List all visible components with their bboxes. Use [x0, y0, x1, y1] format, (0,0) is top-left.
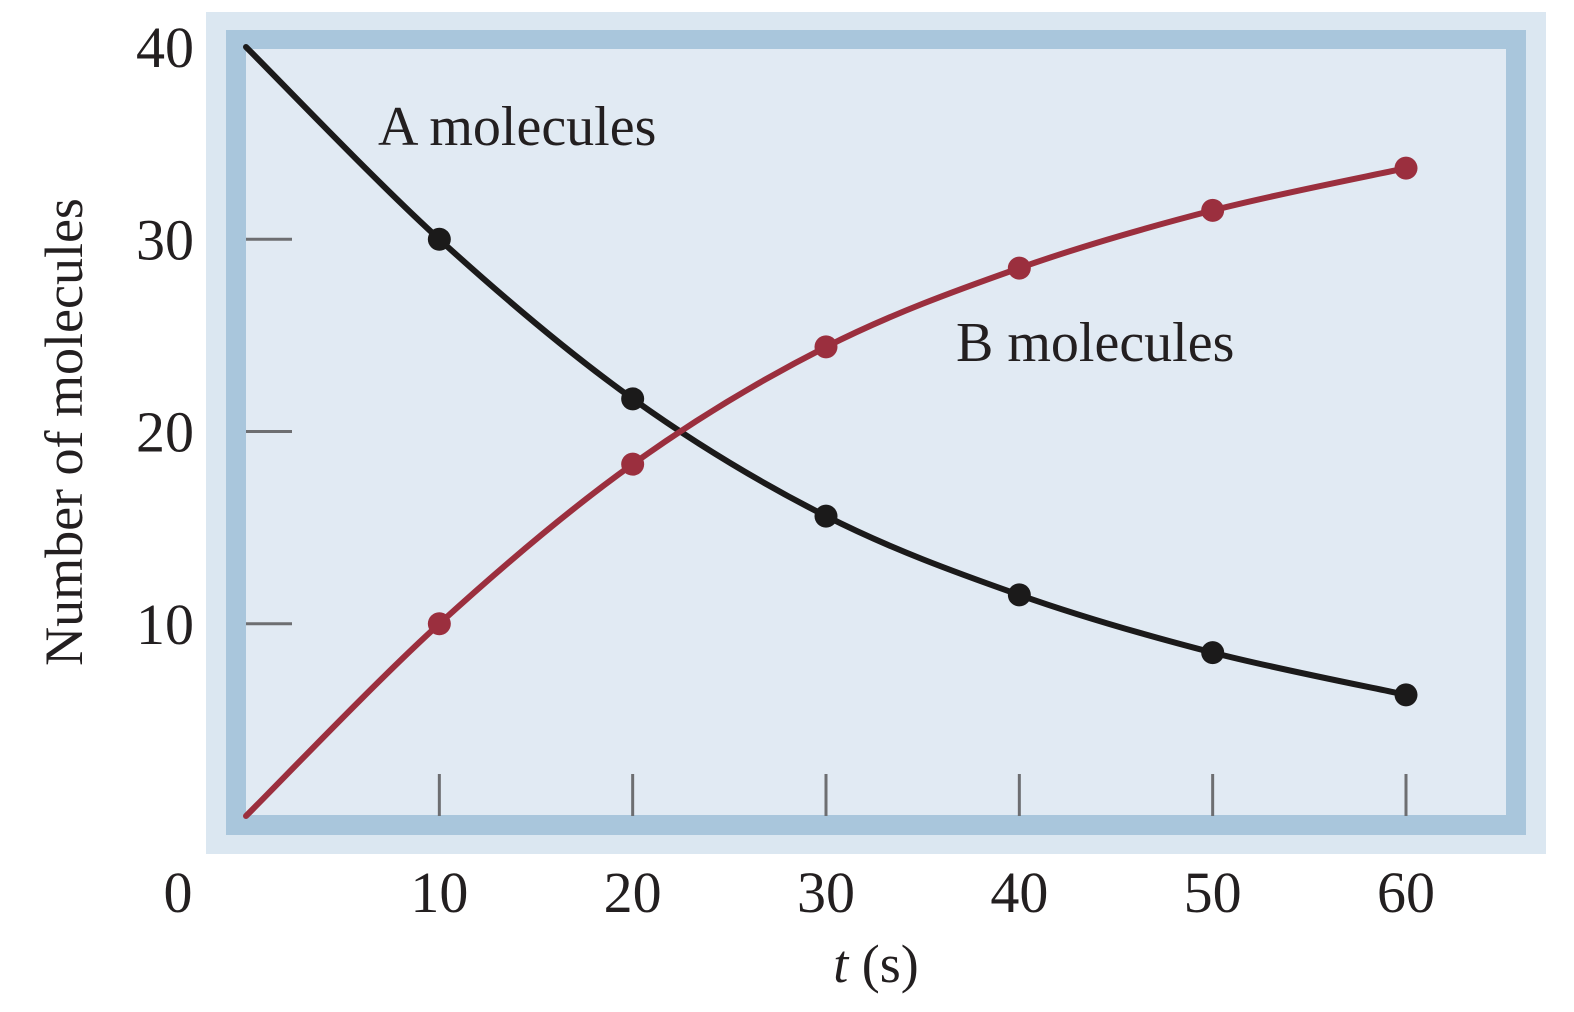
x-tick-label: 10 [410, 860, 468, 925]
x-tick-label: 60 [1377, 860, 1435, 925]
series-layer [243, 44, 1418, 819]
y-tick-label: 30 [136, 207, 194, 272]
x-axis-title-var: t [833, 934, 850, 994]
tick-marks [246, 237, 1408, 816]
data-point-b [1007, 256, 1031, 280]
x-tick-label: 50 [1184, 860, 1242, 925]
data-point-a [621, 387, 645, 411]
data-point-a [427, 227, 451, 251]
data-point-a [1201, 641, 1225, 665]
data-point-b [1394, 156, 1418, 180]
origin-label: 0 [164, 860, 193, 925]
data-point-b [814, 335, 838, 359]
x-tick-label: 40 [990, 860, 1048, 925]
data-point-a [1394, 683, 1418, 707]
data-point-b [427, 612, 451, 636]
y-tick-label: 40 [136, 15, 194, 80]
tick-labels: 10 20 30 40 50 60 10 20 30 40 [136, 15, 1435, 925]
x-tick-label: 20 [604, 860, 662, 925]
y-tick-label: 10 [136, 592, 194, 657]
data-point-a [1007, 583, 1031, 607]
x-axis-title-unit: (s) [848, 934, 918, 994]
y-axis-title: Number of molecules [34, 198, 94, 666]
x-axis-title: t (s) [833, 934, 919, 994]
plot-area [246, 49, 1506, 815]
data-point-b [621, 452, 645, 476]
y-tick-label: 20 [136, 400, 194, 465]
x-tick-label: 30 [797, 860, 855, 925]
series-label-b: B molecules [956, 312, 1234, 374]
data-point-a [814, 504, 838, 528]
data-point-b [1201, 198, 1225, 222]
series-label-a: A molecules [378, 96, 656, 158]
